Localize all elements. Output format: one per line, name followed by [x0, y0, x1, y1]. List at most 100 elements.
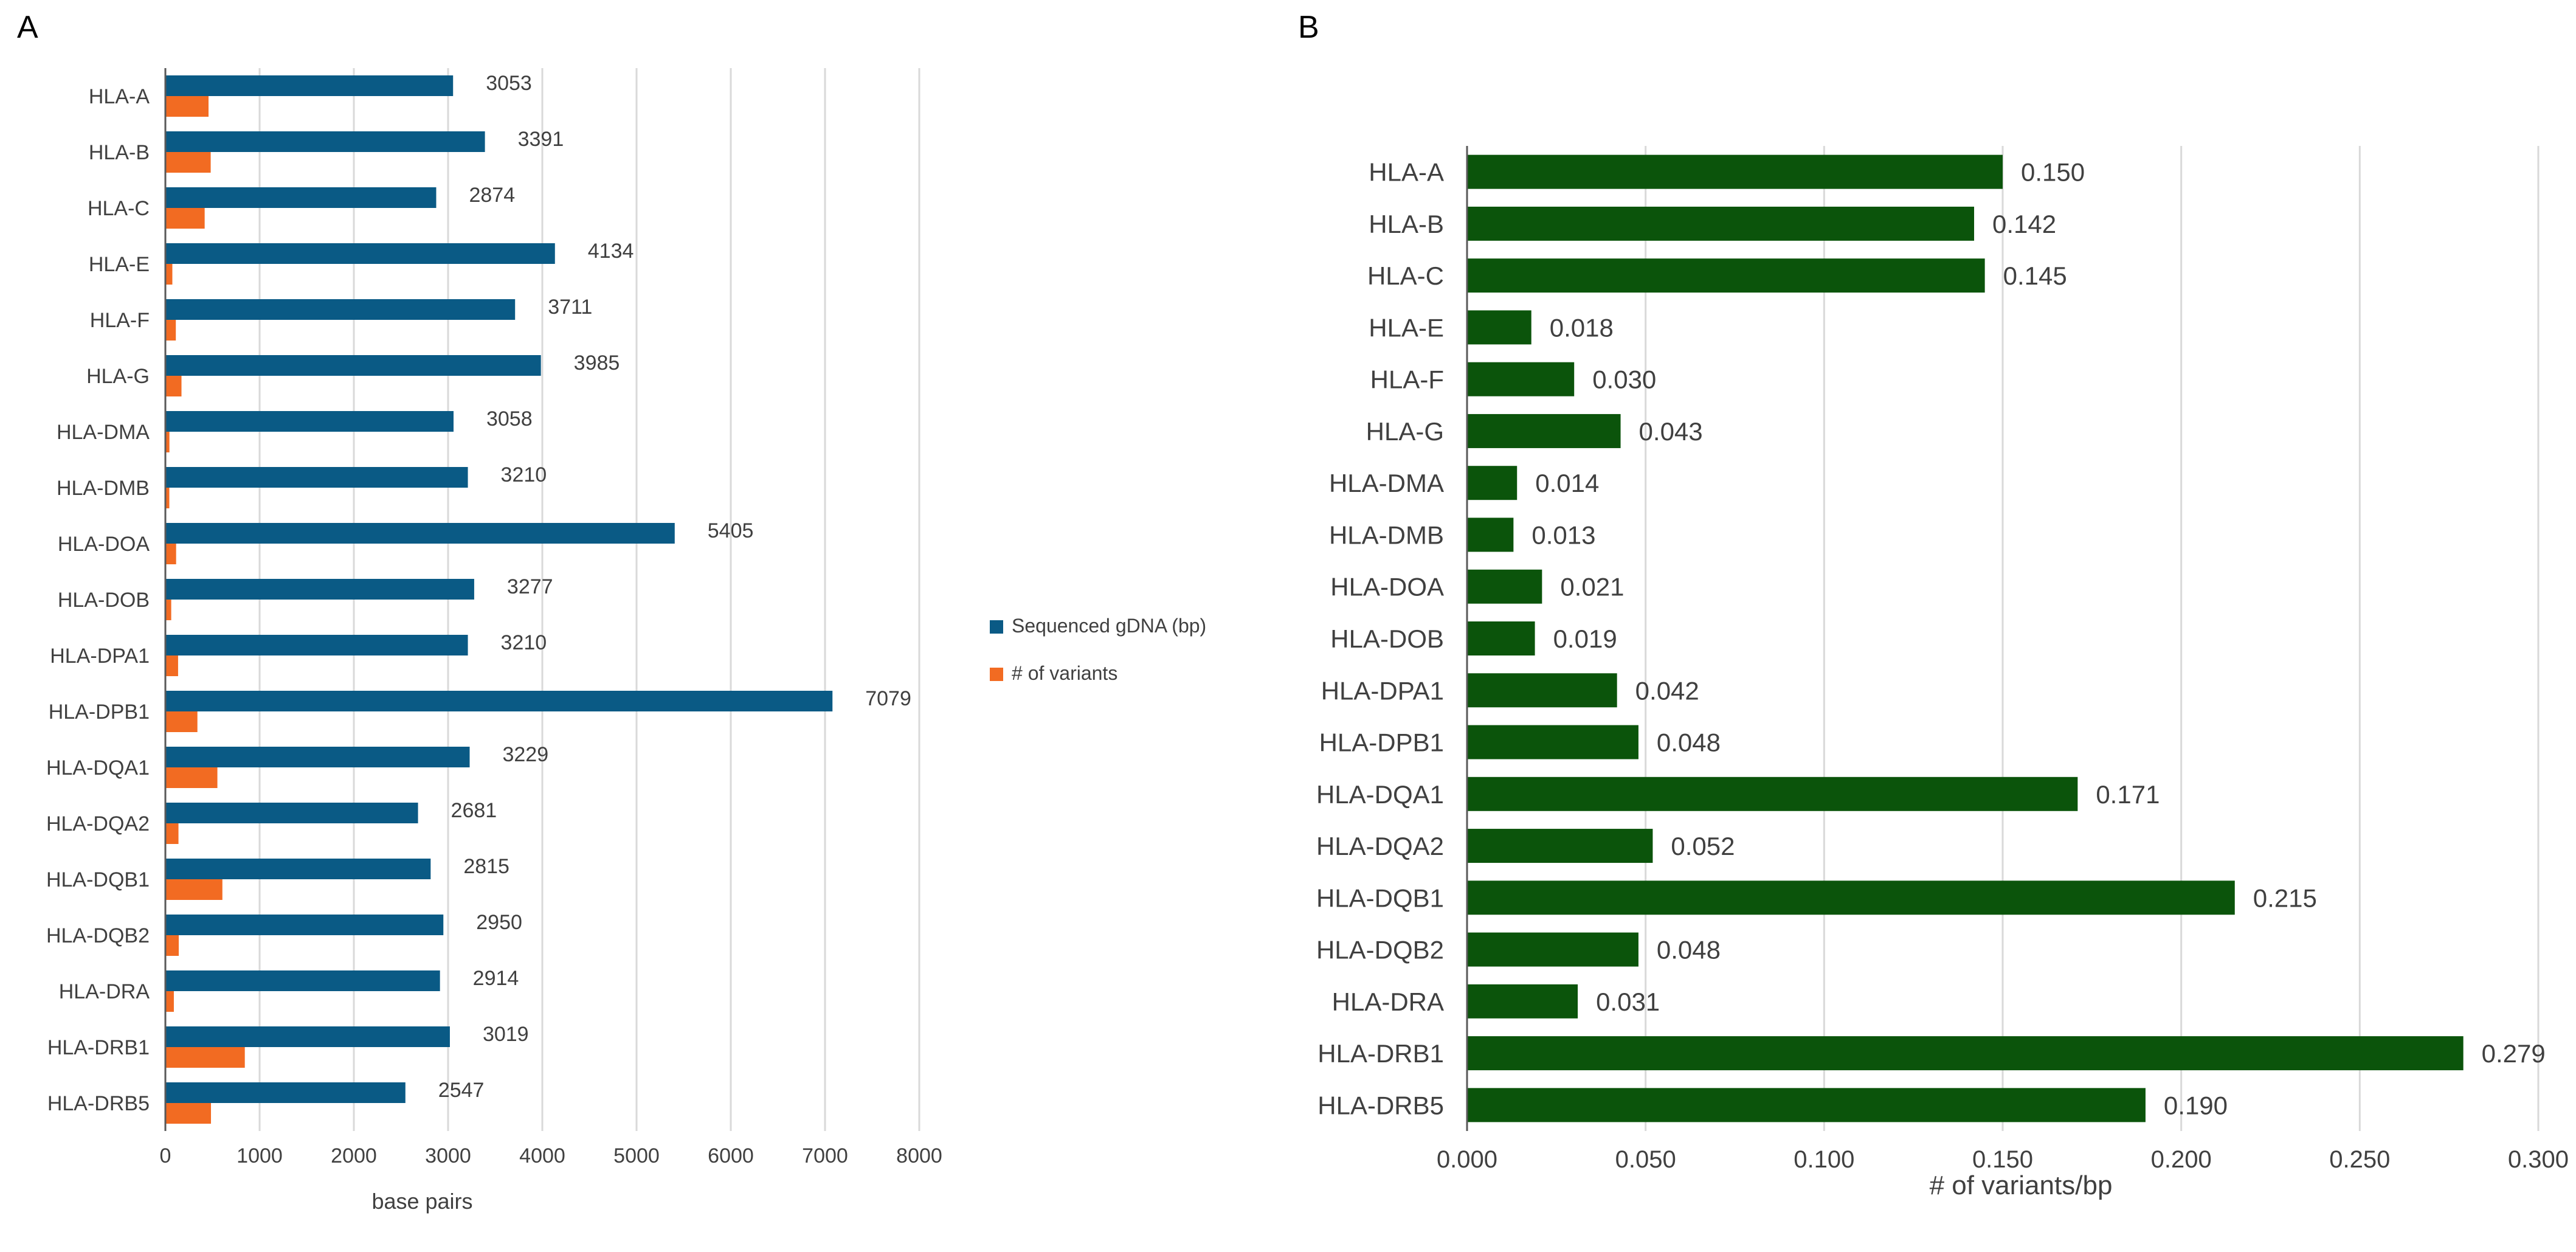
panel-b-x-tick-label: 0.100 [1794, 1146, 1854, 1173]
data-label-variants-per-bp-hla-dra: 0.031 [1596, 987, 1660, 1016]
panel-b-x-tick-label: 0.200 [2151, 1146, 2212, 1173]
bar-variants-hla-drb1 [165, 1047, 245, 1068]
bar-variants-per-bp-hla-drb1 [1467, 1036, 2464, 1071]
panel-b-x-tick-label: 0.050 [1615, 1146, 1676, 1173]
data-label-gdna-hla-dra: 2914 [473, 967, 519, 990]
panel-b-x-tick-label: 0.300 [2508, 1146, 2569, 1173]
category-label-hla-f: HLA-F [1370, 365, 1444, 394]
bar-variants-per-bp-hla-a [1467, 154, 2003, 189]
category-label-hla-dob: HLA-DOB [58, 589, 150, 612]
data-label-gdna-hla-e: 4134 [588, 240, 634, 263]
data-label-gdna-hla-dob: 3277 [507, 575, 553, 598]
panel-b-gridlines [1645, 146, 2540, 1131]
bar-variants-hla-b [165, 152, 211, 173]
bar-variants-hla-f [165, 320, 176, 341]
bar-gdna-hla-dma [165, 411, 454, 432]
bar-variants-hla-dpb1 [165, 711, 198, 732]
category-label-hla-dra: HLA-DRA [59, 980, 150, 1003]
panel-a-x-tick-label: 8000 [896, 1144, 942, 1167]
category-label-hla-dra: HLA-DRA [1332, 987, 1444, 1016]
category-label-hla-drb1: HLA-DRB1 [1317, 1039, 1444, 1068]
bar-gdna-hla-dpb1 [165, 691, 833, 711]
bar-variants-hla-dmb [165, 488, 170, 508]
category-label-hla-dqa1: HLA-DQA1 [1316, 780, 1444, 809]
bar-variants-hla-e [165, 264, 173, 285]
bar-variants-per-bp-hla-dqb2 [1467, 932, 1638, 967]
category-label-hla-e: HLA-E [1369, 313, 1444, 342]
bar-variants-per-bp-hla-drb5 [1467, 1088, 2146, 1122]
category-label-hla-f: HLA-F [90, 309, 150, 332]
category-label-hla-dqb1: HLA-DQB1 [1316, 884, 1444, 912]
data-label-variants-per-bp-hla-b: 0.142 [1992, 210, 2056, 238]
category-label-hla-dma: HLA-DMA [1329, 469, 1444, 497]
bar-variants-hla-dob [165, 600, 171, 620]
panel-a-x-axis-title: base pairs [371, 1189, 472, 1214]
category-label-hla-c: HLA-C [88, 197, 150, 220]
category-label-hla-g: HLA-G [86, 365, 150, 388]
data-label-gdna-hla-dqa1: 3229 [502, 743, 548, 766]
bar-gdna-hla-doa [165, 523, 675, 544]
bar-variants-per-bp-hla-dqa1 [1467, 776, 2078, 811]
category-label-hla-drb5: HLA-DRB5 [1317, 1091, 1444, 1119]
bar-gdna-hla-dqa2 [165, 803, 418, 823]
bar-variants-per-bp-hla-dqb1 [1467, 880, 2235, 915]
bar-variants-per-bp-hla-g [1467, 413, 1621, 448]
bar-variants-per-bp-hla-dmb [1467, 517, 1514, 552]
data-label-variants-per-bp-hla-drb1: 0.279 [2482, 1039, 2546, 1068]
data-label-variants-per-bp-hla-drb5: 0.190 [2164, 1091, 2228, 1119]
data-label-gdna-hla-f: 3711 [548, 296, 592, 319]
category-label-hla-dmb: HLA-DMB [1329, 521, 1444, 549]
data-label-variants-per-bp-hla-doa: 0.021 [1560, 573, 1624, 601]
bar-variants-per-bp-hla-doa [1467, 569, 1542, 604]
bar-gdna-hla-b [165, 131, 485, 152]
category-label-hla-dqb2: HLA-DQB2 [1316, 936, 1444, 964]
data-label-gdna-hla-drb5: 2547 [438, 1079, 485, 1102]
bar-variants-per-bp-hla-dpb1 [1467, 725, 1638, 759]
bar-variants-per-bp-hla-dob [1467, 621, 1535, 655]
data-label-gdna-hla-dmb: 3210 [501, 463, 547, 486]
legend-label-variants: # of variants [1012, 662, 1117, 684]
panel-b-letter: B [1298, 10, 1319, 45]
panel-a-legend: Sequenced gDNA (bp) # of variants [990, 615, 1206, 684]
data-label-gdna-hla-dqb2: 2950 [476, 911, 522, 934]
bar-variants-per-bp-hla-c [1467, 258, 1985, 293]
data-label-gdna-hla-b: 3391 [518, 128, 564, 151]
data-label-gdna-hla-dqa2: 2681 [451, 799, 497, 822]
bar-variants-per-bp-hla-dma [1467, 466, 1518, 500]
data-label-variants-per-bp-hla-dpb1: 0.048 [1657, 728, 1721, 757]
category-label-hla-doa: HLA-DOA [1330, 573, 1444, 601]
bar-variants-per-bp-hla-dqa2 [1467, 829, 1653, 863]
data-label-gdna-hla-drb1: 3019 [483, 1023, 529, 1046]
bar-variants-hla-drb5 [165, 1103, 212, 1124]
data-label-variants-per-bp-hla-dqa1: 0.171 [2096, 780, 2160, 809]
bar-gdna-hla-drb5 [165, 1082, 406, 1103]
panel-a-axes: 0 1000 2000 3000 4000 5000 6000 7000 8000 [160, 68, 942, 1167]
category-label-hla-dma: HLA-DMA [57, 421, 150, 444]
data-label-variants-per-bp-hla-dmb: 0.013 [1531, 521, 1595, 549]
category-label-hla-dmb: HLA-DMB [57, 477, 150, 500]
category-label-hla-e: HLA-E [89, 253, 150, 276]
panel-a-bars [165, 75, 833, 1124]
bar-variants-hla-dqa2 [165, 823, 179, 844]
bar-gdna-hla-c [165, 187, 437, 208]
bar-variants-per-bp-hla-f [1467, 362, 1575, 396]
panel-a-x-tick-label: 3000 [425, 1144, 471, 1167]
panel-b-x-tick-label: 0.250 [2329, 1146, 2390, 1173]
panel-b-chart: 0.000 0.050 0.100 0.150 0.200 0.250 0.300 0.15… [1316, 146, 2569, 1200]
category-label-hla-b: HLA-B [89, 141, 150, 164]
bar-variants-per-bp-hla-dpa1 [1467, 673, 1617, 708]
category-label-hla-dpa1: HLA-DPA1 [50, 645, 150, 668]
data-label-gdna-hla-doa: 5405 [708, 519, 754, 542]
data-label-variants-per-bp-hla-dqb2: 0.048 [1657, 936, 1721, 964]
legend-swatch-gdna [990, 620, 1003, 634]
panel-b-axes: 0.000 0.050 0.100 0.150 0.200 0.250 0.300 [1437, 146, 2569, 1173]
category-label-hla-b: HLA-B [1369, 210, 1444, 238]
category-label-hla-doa: HLA-DOA [58, 533, 150, 556]
bar-gdna-hla-f [165, 299, 516, 320]
bar-gdna-hla-g [165, 355, 541, 376]
panel-a-x-tick-label: 6000 [708, 1144, 754, 1167]
category-label-hla-a: HLA-A [89, 85, 150, 108]
category-label-hla-drb5: HLA-DRB5 [47, 1092, 150, 1115]
category-label-hla-dqa2: HLA-DQA2 [46, 812, 150, 835]
